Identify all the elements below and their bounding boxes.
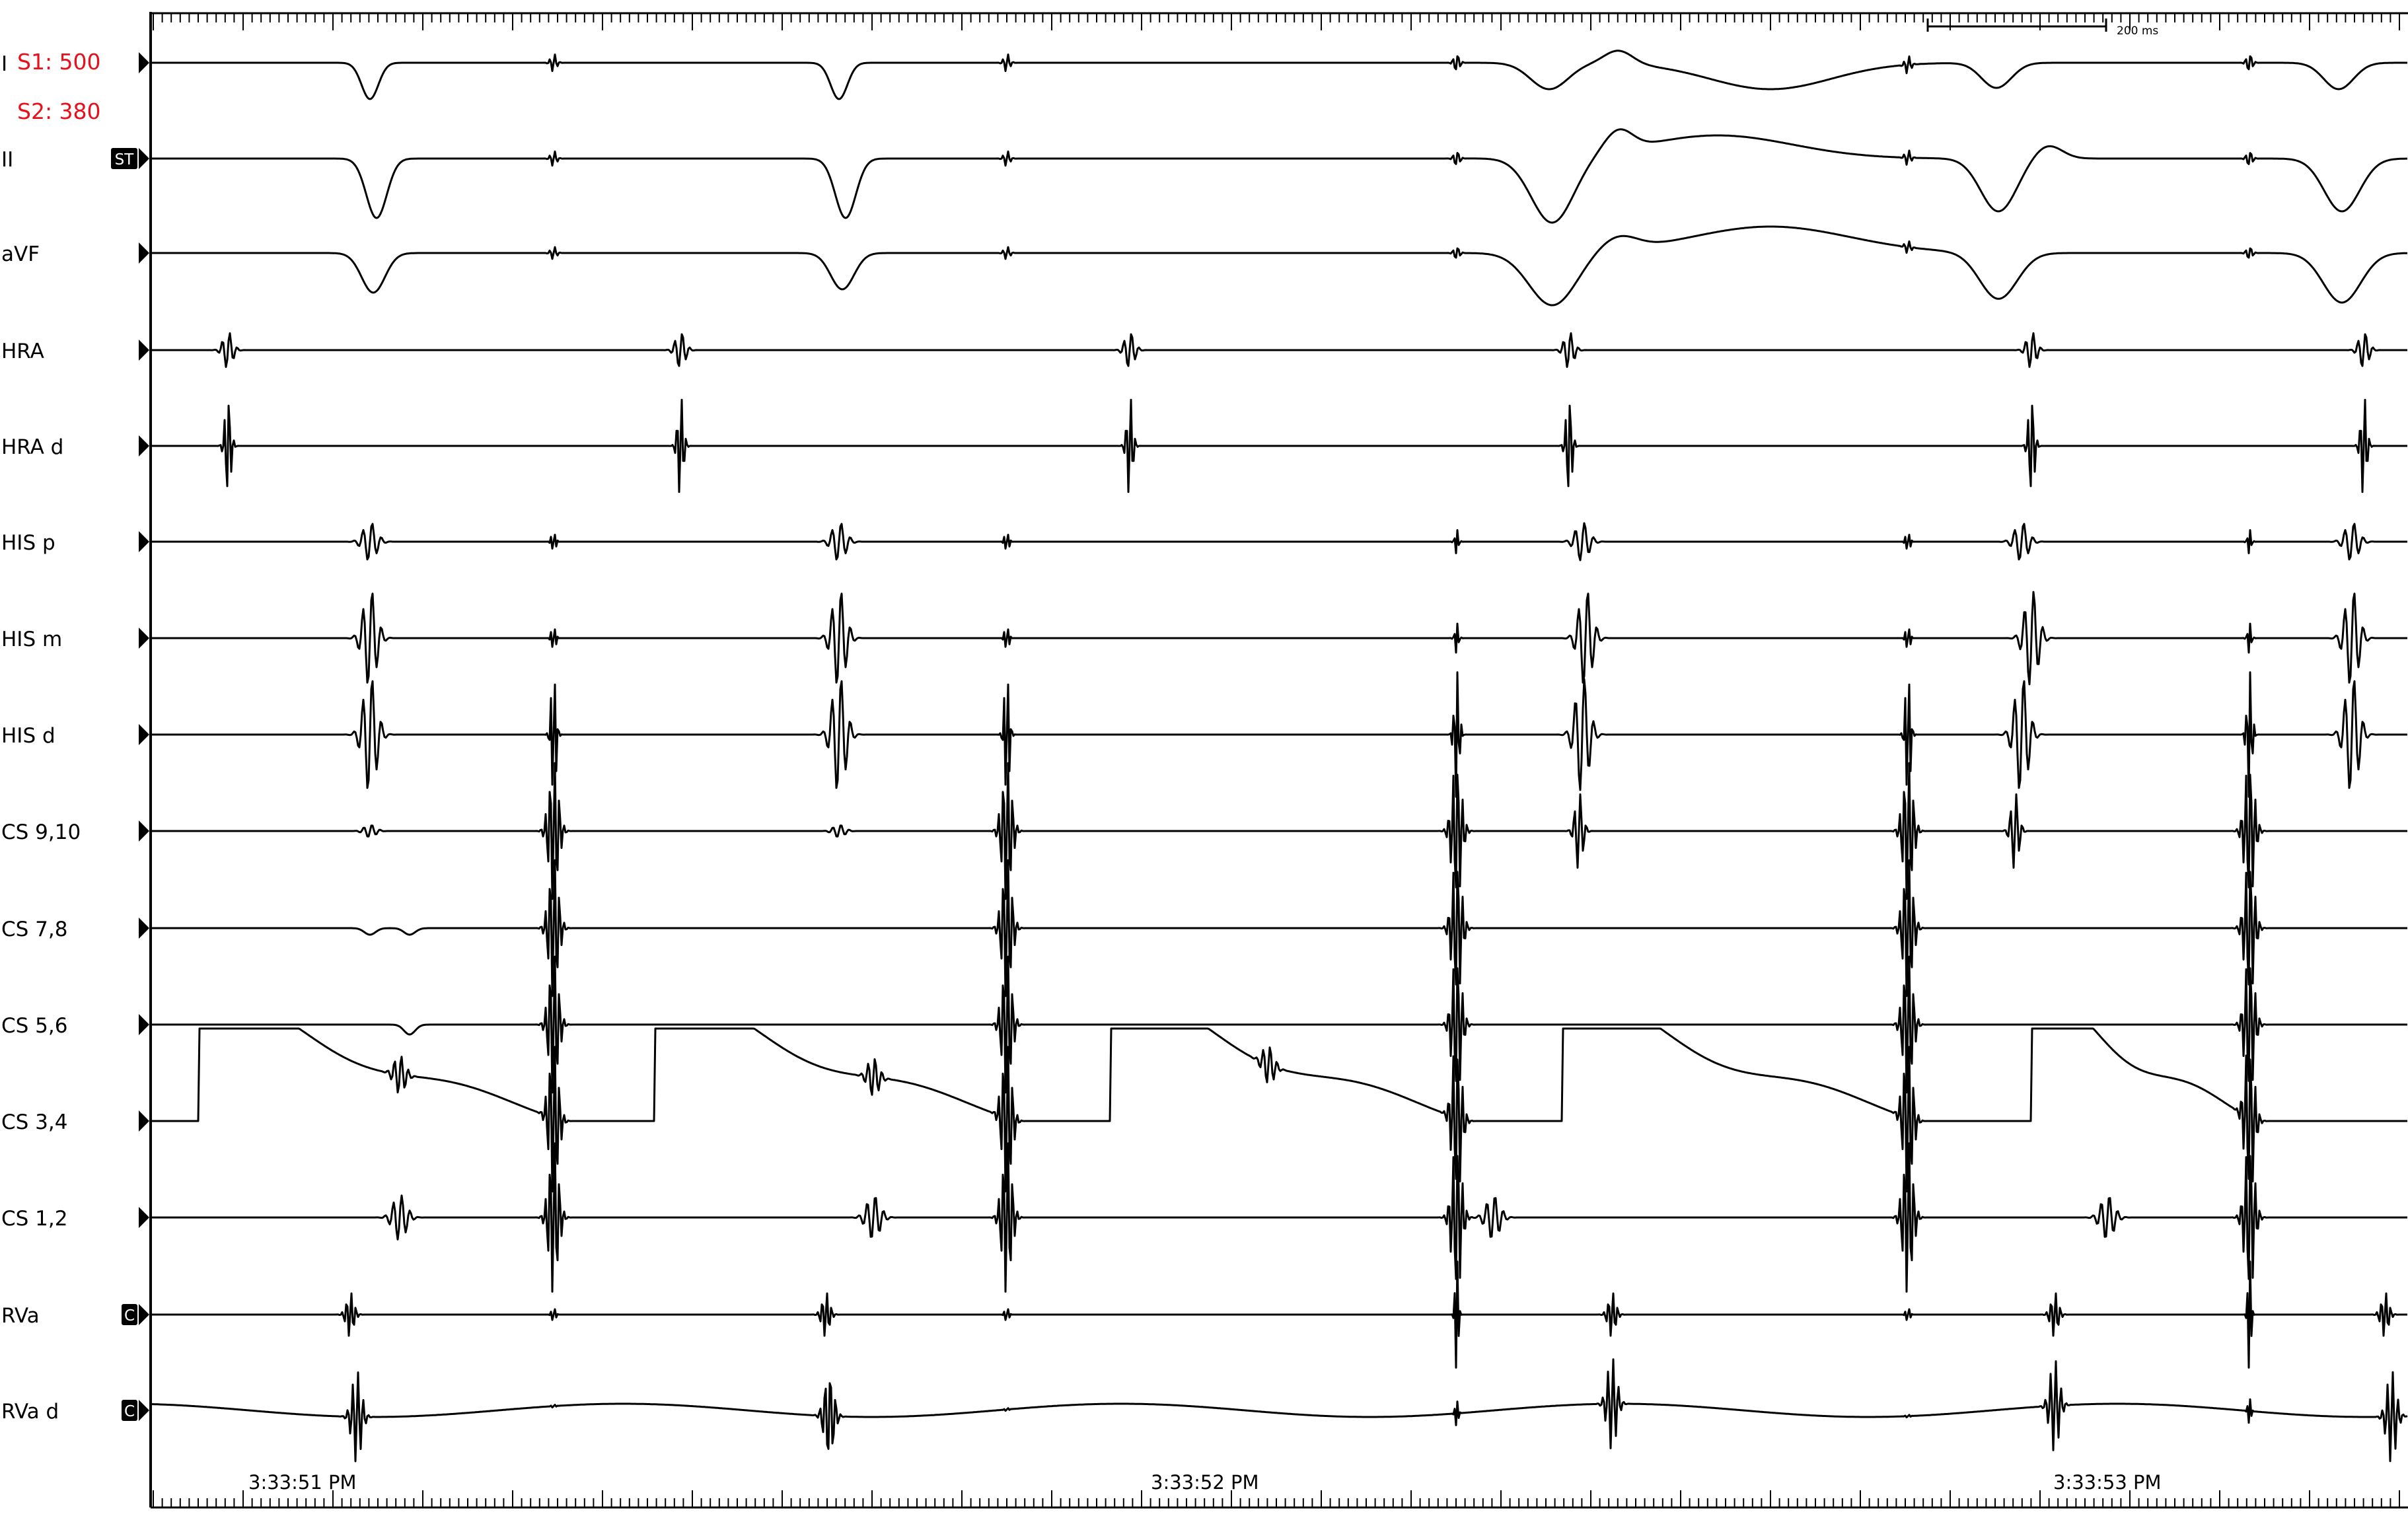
s1-annotation: S1: 500: [17, 49, 101, 75]
top-time-ruler: [153, 13, 2400, 30]
trace-his-d: [152, 671, 2407, 798]
channel-label: CS 5,6: [1, 1014, 67, 1038]
channel-arrow: [139, 918, 149, 939]
channel-label: RVa: [1, 1304, 40, 1328]
trace-rva: [152, 1260, 2407, 1369]
channel-label: CS 7,8: [1, 918, 67, 941]
trace-ii: [152, 128, 2407, 224]
channel-label: HRA d: [1, 435, 63, 459]
channel-label: HIS p: [1, 531, 55, 555]
channel-arrow: [139, 628, 149, 649]
scale-bar: 200 ms: [1926, 18, 2158, 38]
timestamp-2: 3:33:52 PM: [1151, 1471, 1259, 1494]
plot-frame: [149, 12, 2408, 1509]
channel-label: HRA: [1, 340, 44, 363]
channel-arrow: [139, 820, 149, 842]
channel-label: CS 3,4: [1, 1110, 67, 1134]
timestamp-3: 3:33:53 PM: [2053, 1471, 2162, 1494]
channel-label: CS 1,2: [1, 1207, 67, 1231]
channel-arrow: [139, 1014, 149, 1035]
trace-his-m: [152, 591, 2407, 686]
channel-marker: ST: [115, 151, 135, 168]
channel-arrow: [139, 435, 149, 456]
channel-arrow: [139, 1304, 149, 1325]
bottom-time-ruler: [153, 1490, 2400, 1507]
timestamp-1: 3:33:51 PM: [248, 1471, 357, 1494]
trace-cs-9-10: [152, 762, 2407, 900]
trace-hra-d: [152, 398, 2407, 493]
channel-arrow: [139, 1110, 149, 1132]
channel-arrow: [139, 1207, 149, 1228]
trace-i: [152, 50, 2407, 100]
channel-label: CS 9,10: [1, 820, 81, 844]
channel-label: aVF: [1, 242, 40, 266]
s2-annotation: S2: 380: [17, 98, 101, 124]
trace-cs-5-6: [152, 955, 2407, 1094]
trace-hra: [152, 332, 2407, 368]
trace-cs-7-8: [152, 859, 2407, 997]
channel-label: I: [1, 52, 7, 76]
channel-marker-box: [122, 1304, 137, 1325]
channel-arrow: [139, 724, 149, 745]
channel-arrow: [139, 340, 149, 361]
channel-marker: C: [124, 1307, 135, 1324]
trace-cs-1-2: [152, 1142, 2407, 1293]
scale-bar-label: 200 ms: [2117, 24, 2158, 38]
trace-his-p: [152, 522, 2407, 562]
channel-traces: [152, 50, 2408, 1463]
channel-arrow: [139, 148, 149, 169]
trace-rva-d: [152, 1358, 2408, 1463]
channel-marker-box: [111, 148, 137, 169]
channel-label: HIS d: [1, 724, 55, 748]
channel-arrow: [139, 52, 149, 73]
trace-avf: [152, 225, 2407, 307]
channel-marker: C: [124, 1403, 135, 1420]
trace-cs-3-4: [152, 1027, 2407, 1193]
channel-arrow: [139, 531, 149, 552]
channel-arrow: [139, 242, 149, 264]
channel-label: RVa d: [1, 1400, 59, 1424]
channel-arrow: [139, 1400, 149, 1421]
channel-label: II: [1, 148, 13, 172]
channel-label: HIS m: [1, 628, 62, 651]
channel-marker-box: [122, 1400, 137, 1421]
